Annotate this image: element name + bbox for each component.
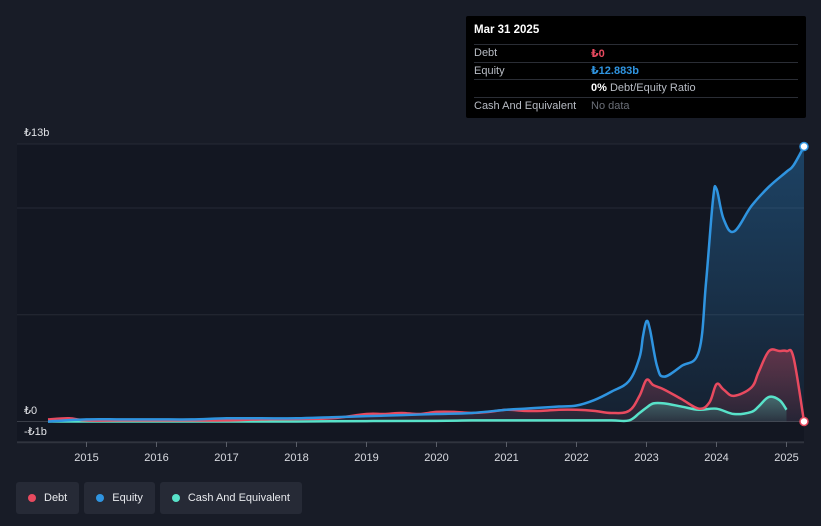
tooltip-label: Equity — [474, 64, 505, 77]
tooltip-value: 0% Debt/Equity Ratio — [591, 82, 696, 94]
x-tick-label: 2018 — [284, 452, 308, 464]
legend-item-cash[interactable]: Cash And Equivalent — [159, 482, 302, 514]
legend-item-equity[interactable]: Equity — [84, 482, 155, 514]
tooltip-row-cash: Cash And Equivalent No data — [474, 96, 798, 115]
tooltip-value: ₺0 — [591, 47, 605, 60]
x-tick-label: 2023 — [634, 452, 658, 464]
legend-label: Cash And Equivalent — [187, 492, 290, 504]
debt-dot-icon — [28, 494, 36, 502]
equity-line — [47, 145, 806, 423]
tooltip-date: Mar 31 2025 — [474, 24, 540, 36]
tooltip-panel: Mar 31 2025 Debt ₺0 Equity ₺12.883b 0% D… — [466, 16, 806, 118]
x-tick-label: 2022 — [564, 452, 588, 464]
ratio-value: 0% — [591, 82, 607, 95]
tooltip-row-debt: Debt ₺0 — [474, 44, 798, 62]
x-tick-label: 2025 — [774, 452, 798, 464]
tooltip-row-ratio: 0% Debt/Equity Ratio — [474, 79, 798, 97]
tooltip-row-equity: Equity ₺12.883b — [474, 61, 798, 80]
x-tick-label: 2016 — [144, 452, 168, 464]
legend-label: Debt — [44, 492, 68, 504]
y-tick-label: ₺0 — [24, 405, 38, 417]
x-tick-label: 2020 — [424, 452, 448, 464]
x-tick-label: 2019 — [354, 452, 378, 464]
equity-endpoint — [799, 141, 809, 152]
legend-item-debt[interactable]: Debt — [16, 482, 80, 514]
cash-line — [48, 395, 788, 423]
tooltip-label: Debt — [474, 47, 498, 60]
series-endpoints — [799, 141, 809, 427]
equity-dot-icon — [96, 494, 105, 502]
x-axis: 2015 2016 2017 2018 2019 2020 2021 2022 2023 2024… — [74, 442, 799, 464]
y-tick-label: -₺1b — [24, 426, 47, 438]
x-tick-label: 2021 — [494, 452, 518, 464]
legend: Debt Equity Cash And Equivalent — [16, 482, 302, 514]
legend-label: Equity — [112, 492, 143, 504]
x-tick-label: 2024 — [704, 452, 728, 464]
debt-endpoint — [799, 416, 809, 427]
series-lines — [47, 145, 806, 423]
ratio-label: Debt/Equity Ratio — [606, 82, 696, 95]
y-tick-label: ₺13b — [24, 127, 50, 139]
tooltip-value: No data — [591, 99, 630, 112]
cash-area — [48, 396, 787, 422]
x-tick-label: 2015 — [74, 452, 98, 464]
cash-dot-icon — [171, 494, 180, 502]
tooltip-value: ₺12.883b — [591, 65, 640, 78]
tooltip-label: Cash And Equivalent — [474, 99, 577, 112]
x-tick-label: 2017 — [214, 452, 238, 464]
